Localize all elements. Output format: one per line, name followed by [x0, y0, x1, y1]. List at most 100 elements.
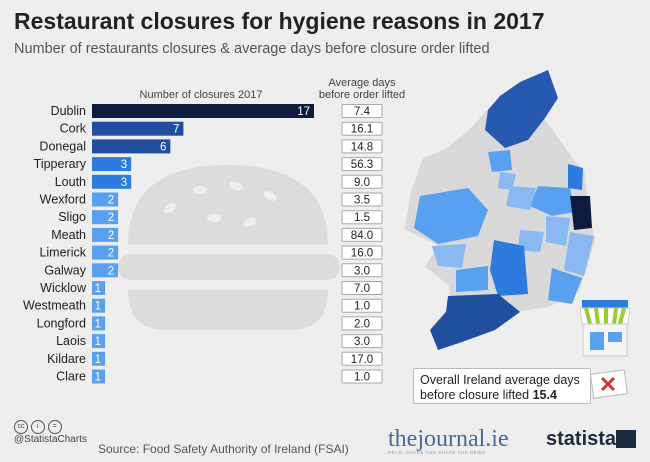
thejournal-wordmark: thejournal.ie — [388, 426, 509, 452]
bar-value-label: 1 — [95, 301, 101, 313]
category-label: Wicklow — [40, 281, 87, 295]
days-value-label: 56.3 — [351, 159, 373, 171]
category-label: Sligo — [58, 210, 86, 224]
map-clare — [432, 244, 466, 268]
category-label: Wexford — [40, 193, 86, 207]
days-value-label: 3.5 — [354, 195, 370, 207]
days-box — [341, 369, 383, 384]
days-box — [341, 245, 383, 260]
days-box — [341, 104, 383, 118]
days-value-label: 3.0 — [354, 336, 370, 348]
map-meath — [530, 186, 575, 216]
days-value-label: 9.0 — [354, 177, 370, 189]
map-sligo — [488, 150, 512, 172]
bar-westmeath — [92, 298, 106, 313]
cc-handle: @StatistaCharts — [14, 434, 87, 445]
cc-icon: cc — [14, 420, 28, 434]
note-line1: Overall Ireland average days — [420, 373, 580, 387]
category-label: Longford — [37, 316, 86, 330]
days-value-label: 7.4 — [354, 106, 371, 118]
days-column-header-line1: Average days — [328, 77, 396, 89]
map-kildare — [546, 216, 570, 246]
category-label: Laois — [56, 334, 86, 348]
cc-label: cc i = @StatistaCharts — [14, 420, 87, 445]
chart-subtitle: Number of restaurants closures & average… — [14, 41, 490, 57]
days-value-label: 16.0 — [351, 248, 373, 260]
bar-donegal — [92, 139, 171, 154]
days-column-header-line2: before order lifted — [319, 89, 405, 101]
map-cork — [430, 294, 520, 350]
bar-meath — [92, 227, 119, 242]
bar-dublin — [92, 104, 314, 118]
category-label: Louth — [55, 175, 86, 189]
bar-cork — [92, 121, 184, 136]
bar-sligo — [92, 210, 119, 225]
bar-longford — [92, 316, 106, 331]
statista-logo-icon — [616, 430, 636, 448]
note-value: 15.4 — [532, 388, 557, 402]
bar-galway — [92, 263, 119, 278]
thejournal-tagline: READ, SHARE AND SHAPE THE NEWS — [388, 450, 486, 455]
chart-title: Restaurant closures for hygiene reasons … — [14, 8, 545, 34]
days-value-label: 1.5 — [354, 212, 370, 224]
category-label: Kildare — [47, 352, 86, 366]
map-galway — [414, 188, 488, 244]
days-box — [341, 174, 383, 189]
days-value-label: 3.0 — [354, 265, 370, 277]
ireland-map — [403, 68, 597, 350]
bar-value-label: 1 — [95, 318, 101, 330]
bar-value-label: 1 — [95, 283, 101, 295]
category-label: Clare — [56, 370, 86, 384]
days-box — [341, 210, 383, 225]
days-box — [341, 192, 383, 207]
map-donegal — [485, 70, 558, 148]
bar-louth — [92, 174, 132, 189]
bar-value-label: 3 — [121, 177, 127, 189]
bar-kildare — [92, 351, 106, 366]
burger-watermark — [118, 165, 340, 330]
map-longford — [498, 172, 516, 190]
days-value-label: 16.1 — [351, 124, 373, 136]
days-box — [341, 227, 383, 242]
category-label: Westmeath — [23, 299, 86, 313]
bar-limerick — [92, 245, 119, 260]
days-box — [341, 139, 383, 154]
bar-value-label: 2 — [108, 212, 114, 224]
bar-value-label: 1 — [95, 354, 101, 366]
bar-wexford — [92, 192, 119, 207]
bar-laois — [92, 334, 106, 349]
days-value-label: 2.0 — [354, 318, 370, 330]
bar-value-label: 1 — [95, 372, 101, 384]
source-note: Source: Food Safety Authority of Ireland… — [98, 442, 349, 456]
map-westmeath — [506, 186, 536, 210]
bar-value-label: 6 — [160, 141, 166, 153]
bar-value-label: 3 — [121, 159, 127, 171]
days-box — [341, 263, 383, 278]
category-label: Meath — [51, 228, 86, 242]
statista-logo: statista — [546, 428, 617, 450]
days-box — [341, 157, 383, 172]
days-value-label: 17.0 — [351, 354, 373, 366]
category-label: Cork — [60, 122, 87, 136]
map-dublin — [570, 196, 592, 230]
days-value-label: 1.0 — [354, 301, 370, 313]
nd-icon: = — [47, 420, 62, 434]
category-label: Tipperary — [34, 157, 87, 171]
by-icon: i — [30, 420, 45, 434]
note-line2: before closure lifted — [420, 388, 530, 402]
days-box — [341, 334, 383, 349]
bar-value-label: 1 — [95, 336, 101, 348]
shop-icon — [579, 300, 631, 357]
map-laois — [518, 230, 544, 252]
map-limerick — [456, 266, 488, 292]
bar-value-label: 2 — [108, 248, 114, 260]
map-louth — [568, 164, 583, 190]
closed-sign-icon — [589, 369, 629, 399]
days-box — [341, 351, 383, 366]
map-wexford — [548, 268, 582, 304]
map-wicklow — [564, 232, 594, 276]
days-value-label: 14.8 — [351, 141, 373, 153]
bar-value-label: 2 — [108, 230, 114, 242]
bar-value-label: 2 — [108, 195, 114, 207]
